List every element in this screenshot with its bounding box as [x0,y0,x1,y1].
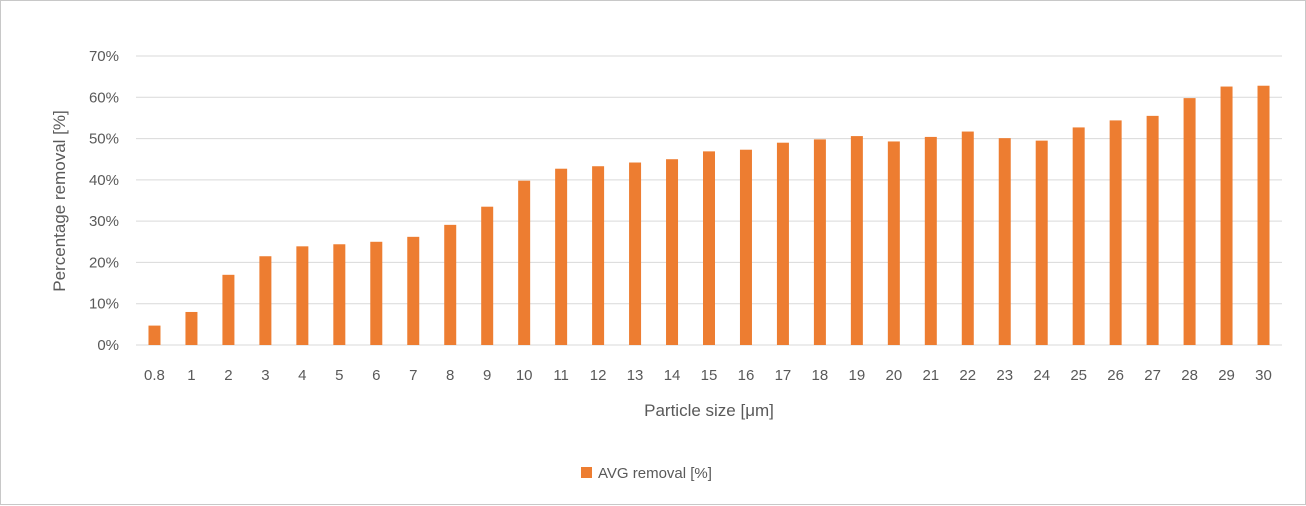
bar [1035,140,1048,345]
bar [407,236,420,345]
bar [1146,115,1159,345]
y-tick-label: 30% [89,213,119,230]
bar [739,149,752,345]
x-tick-label: 2 [224,367,232,384]
x-tick-label: 19 [849,367,866,384]
bar [370,241,383,345]
x-tick-label: 7 [409,367,417,384]
x-tick-label: 26 [1107,367,1124,384]
legend-entry: AVG removal [%] [598,465,712,482]
bar [148,325,161,345]
x-tick-label: 6 [372,367,380,384]
x-tick-label: 30 [1255,367,1272,384]
x-tick-label: 22 [959,367,976,384]
bar [518,180,531,345]
y-tick-label: 20% [89,254,119,271]
x-axis-ticks: 0.8 1 2 3 4 5 6 7 8 9 10 11 12 13 14 15 16 17 18 19 20 21 22 23… [144,367,1272,384]
x-tick-label: 0.8 [144,367,165,384]
bar [666,159,679,345]
x-tick-label: 13 [627,367,644,384]
bar [1183,98,1196,346]
x-tick-label: 5 [335,367,343,384]
x-tick-label: 14 [664,367,681,384]
x-tick-label: 29 [1218,367,1235,384]
x-tick-label: 15 [701,367,718,384]
x-axis-title: Particle size [μm] [644,401,774,420]
bar [185,311,198,345]
x-tick-label: 25 [1070,367,1087,384]
bar [555,168,568,345]
bar [259,256,272,345]
x-tick-label: 17 [775,367,792,384]
bar [592,166,605,345]
legend-swatch [581,467,592,478]
x-tick-label: 27 [1144,367,1161,384]
bar [444,224,457,345]
bar [887,141,900,345]
bar [924,136,937,345]
bar [222,274,235,345]
bar [1072,127,1085,345]
x-tick-label: 28 [1181,367,1198,384]
x-tick-label: 3 [261,367,269,384]
bar [1109,120,1122,345]
y-tick-label: 10% [89,296,119,313]
x-tick-label: 23 [996,367,1013,384]
x-tick-label: 11 [553,367,569,384]
bar [776,142,789,345]
bar [998,138,1011,345]
bar [813,139,826,345]
legend: AVG removal [%] [581,465,712,482]
bar [333,244,346,345]
y-tick-label: 70% [89,48,119,65]
y-tick-label: 0% [97,337,119,354]
bar [1220,86,1233,346]
bars [148,85,1270,346]
y-axis-ticks: 0% 10% 20% 30% 40% 50% 60% 70% [89,48,119,354]
bar [961,131,974,345]
x-tick-label: 10 [516,367,533,384]
bar [296,246,309,345]
y-tick-label: 50% [89,131,119,148]
x-tick-label: 12 [590,367,607,384]
x-tick-label: 24 [1033,367,1050,384]
x-tick-label: 21 [922,367,939,384]
bar [481,206,494,345]
bar [850,136,863,345]
bar [1257,85,1270,346]
x-tick-label: 4 [298,367,306,384]
x-tick-label: 9 [483,367,491,384]
x-tick-label: 18 [812,367,829,384]
y-tick-label: 60% [89,89,119,106]
x-tick-label: 20 [885,367,902,384]
x-tick-label: 16 [738,367,755,384]
x-tick-label: 1 [187,367,195,384]
bar [629,162,642,345]
y-tick-label: 40% [89,172,119,189]
x-tick-label: 8 [446,367,454,384]
bar [703,151,715,345]
y-axis-title: Percentage removal [%] [50,110,69,291]
